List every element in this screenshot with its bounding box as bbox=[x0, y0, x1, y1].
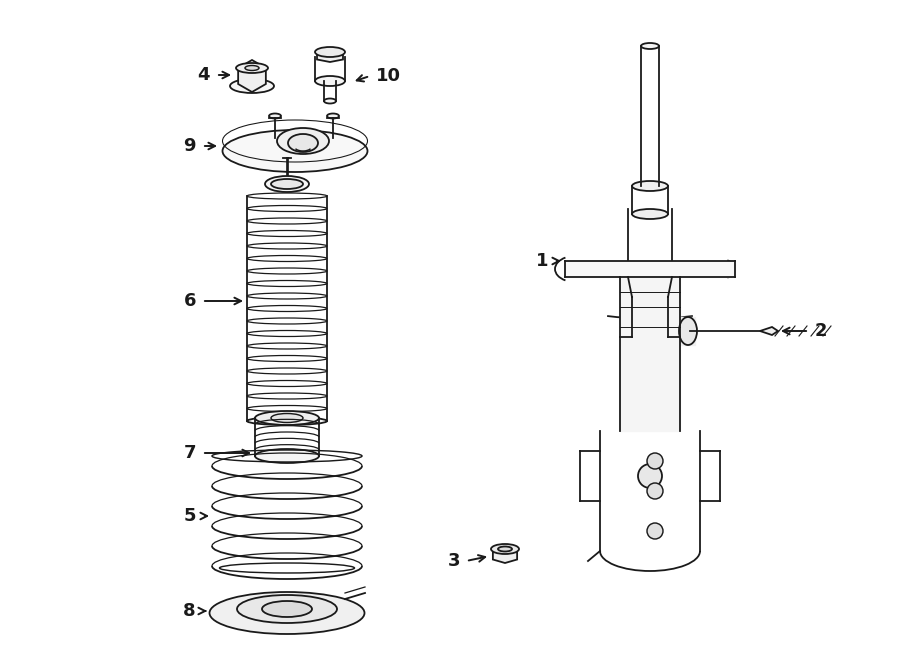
Polygon shape bbox=[493, 549, 518, 563]
Polygon shape bbox=[680, 317, 695, 345]
Text: 3: 3 bbox=[447, 552, 460, 570]
Ellipse shape bbox=[679, 317, 697, 345]
Polygon shape bbox=[565, 261, 735, 277]
Ellipse shape bbox=[632, 209, 668, 219]
Ellipse shape bbox=[641, 43, 659, 49]
Ellipse shape bbox=[324, 98, 336, 104]
Ellipse shape bbox=[327, 114, 339, 118]
Polygon shape bbox=[238, 60, 266, 92]
Text: 4: 4 bbox=[197, 66, 210, 84]
Ellipse shape bbox=[288, 134, 318, 152]
Ellipse shape bbox=[262, 601, 312, 617]
Ellipse shape bbox=[255, 411, 319, 425]
Circle shape bbox=[638, 464, 662, 488]
Text: 10: 10 bbox=[376, 67, 401, 85]
Ellipse shape bbox=[632, 181, 668, 191]
Circle shape bbox=[647, 453, 663, 469]
Text: 9: 9 bbox=[184, 137, 196, 155]
Polygon shape bbox=[620, 277, 680, 431]
Ellipse shape bbox=[271, 414, 303, 422]
Ellipse shape bbox=[222, 130, 367, 172]
Ellipse shape bbox=[265, 176, 309, 192]
Circle shape bbox=[647, 523, 663, 539]
Ellipse shape bbox=[255, 449, 319, 463]
Ellipse shape bbox=[315, 47, 345, 57]
Polygon shape bbox=[317, 52, 343, 62]
Ellipse shape bbox=[237, 595, 337, 623]
Text: 6: 6 bbox=[184, 292, 196, 310]
Polygon shape bbox=[760, 327, 778, 335]
Text: 8: 8 bbox=[184, 602, 196, 620]
Ellipse shape bbox=[210, 592, 364, 634]
Text: 2: 2 bbox=[815, 322, 827, 340]
Ellipse shape bbox=[271, 179, 303, 189]
Ellipse shape bbox=[269, 114, 281, 118]
Text: 7: 7 bbox=[184, 444, 196, 462]
Circle shape bbox=[647, 483, 663, 499]
Ellipse shape bbox=[236, 63, 268, 73]
Ellipse shape bbox=[230, 79, 274, 93]
Text: 1: 1 bbox=[536, 252, 548, 270]
Ellipse shape bbox=[245, 65, 259, 71]
Text: 5: 5 bbox=[184, 507, 196, 525]
Ellipse shape bbox=[277, 128, 329, 154]
Ellipse shape bbox=[498, 547, 512, 551]
Ellipse shape bbox=[491, 544, 519, 554]
Ellipse shape bbox=[315, 76, 345, 86]
Ellipse shape bbox=[247, 417, 327, 425]
